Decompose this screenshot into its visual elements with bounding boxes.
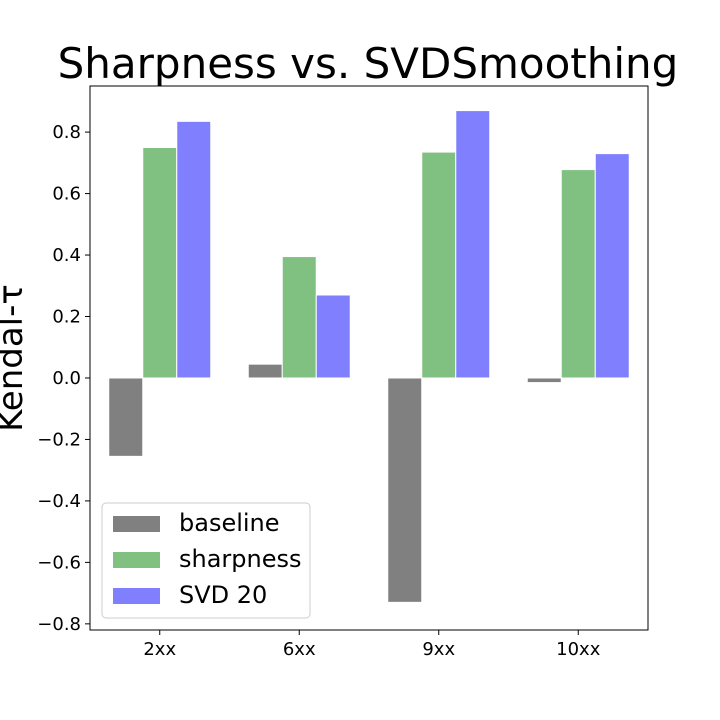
y-tick-label: −0.6 [37, 552, 81, 573]
bar-sharpness-2xx [142, 146, 178, 379]
legend-swatch [113, 588, 160, 604]
bar-svd-20-2xx [176, 120, 212, 379]
bar-sharpness-10xx [560, 169, 596, 379]
legend: baseline sharpness SVD 20 [101, 502, 311, 619]
x-tick-label: 10xx [556, 639, 601, 660]
y-tick-label: 0.2 [52, 307, 81, 328]
x-tick-label: 6xx [283, 639, 316, 660]
legend-label: baseline [179, 509, 280, 537]
x-axis-ticks: 2xx 6xx 9xx 10xx [143, 630, 601, 660]
bar-sharpness-9xx [421, 151, 457, 379]
y-tick-label: 0.4 [52, 245, 81, 266]
bar-sharpness-6xx [281, 256, 317, 379]
y-tick-label: 0.8 [52, 122, 81, 143]
legend-label: sharpness [179, 545, 302, 573]
bars-group [108, 110, 630, 603]
y-tick-label: 0.6 [52, 184, 81, 205]
x-tick-label: 9xx [422, 639, 455, 660]
bar-baseline-10xx [526, 377, 562, 384]
legend-swatch [113, 516, 160, 532]
legend-label: SVD 20 [179, 581, 267, 609]
x-tick-label: 2xx [143, 639, 176, 660]
bar-svd-20-9xx [455, 110, 491, 379]
bar-baseline-9xx [387, 377, 423, 603]
bar-baseline-2xx [108, 377, 144, 457]
legend-swatch [113, 552, 160, 568]
plot-frame [89, 85, 649, 631]
y-tick-label: −0.4 [37, 491, 81, 512]
y-tick-label: −0.8 [37, 614, 81, 635]
y-tick-label: −0.2 [37, 429, 81, 450]
y-axis-label: Kendal-τ [0, 284, 31, 432]
bar-svd-20-10xx [594, 153, 630, 379]
bar-baseline-6xx [247, 363, 283, 379]
y-axis-ticks: −0.8 −0.6 −0.4 −0.2 0.0 0.2 0.4 0.6 0.8 [37, 122, 90, 635]
bar-svd-20-6xx [315, 294, 351, 379]
y-tick-label: 0.0 [52, 368, 81, 389]
chart-title: Sharpness vs. SVDSmoothing [58, 39, 679, 88]
